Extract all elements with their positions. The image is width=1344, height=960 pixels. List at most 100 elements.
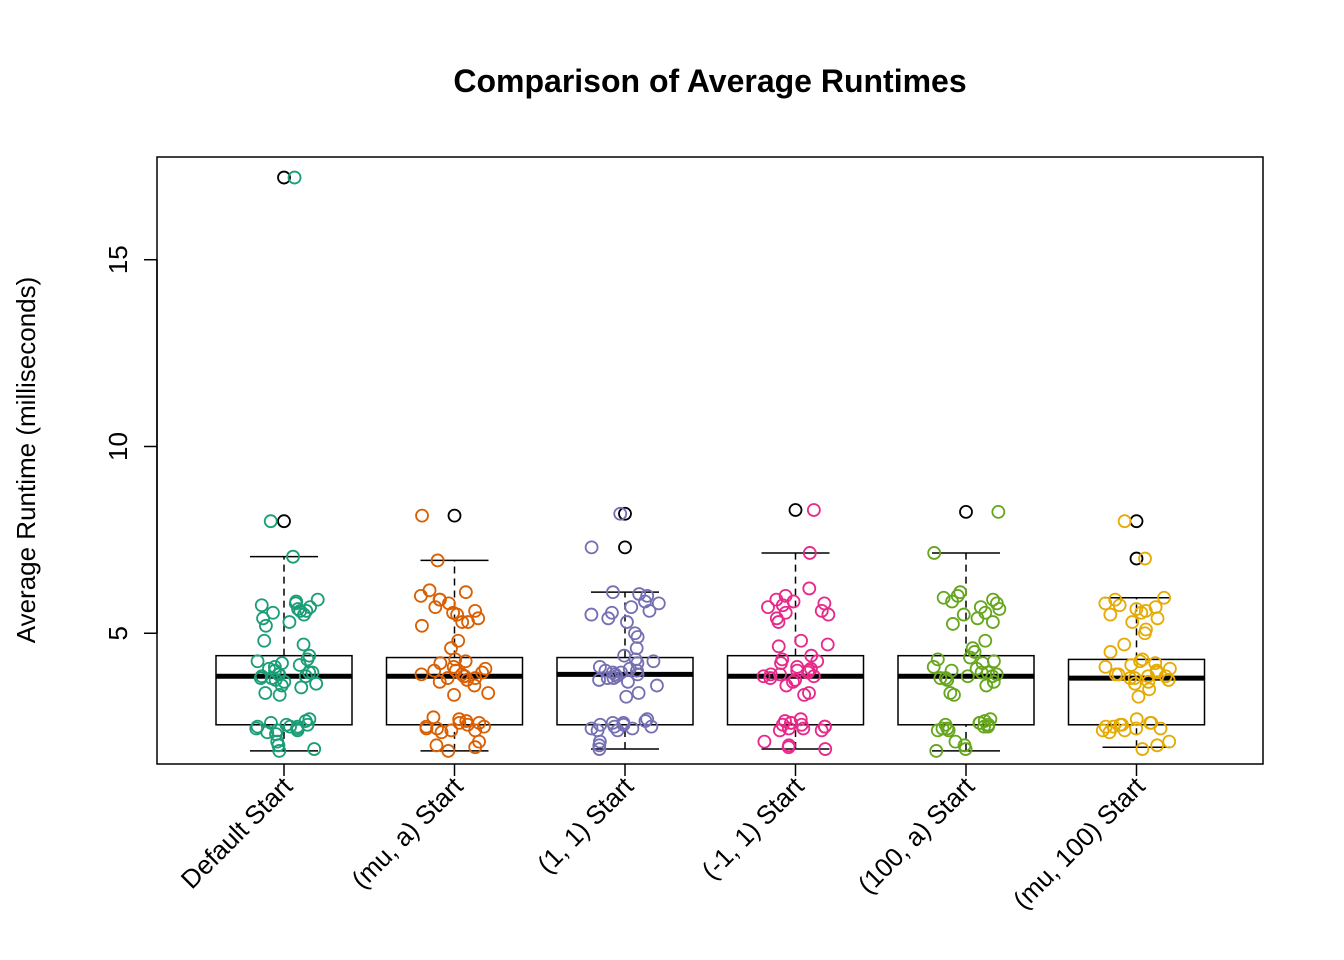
data-point (415, 508, 429, 523)
data-point (650, 678, 664, 693)
data-point (297, 607, 311, 622)
data-point (254, 598, 269, 613)
data-point (1098, 659, 1113, 674)
data-point (592, 673, 606, 687)
data-point (287, 170, 302, 185)
data-point (302, 665, 317, 680)
data-point (938, 671, 953, 685)
data-point (283, 719, 297, 734)
data-point (958, 742, 973, 756)
data-point (481, 686, 496, 700)
data-point (263, 514, 278, 529)
data-point (775, 598, 790, 613)
data-point (444, 723, 459, 738)
data-point (960, 669, 975, 684)
data-point (1134, 605, 1149, 620)
data-point (250, 654, 265, 669)
x-axis: Default Start (mu, a) Start (1, 1) Start (-… (175, 764, 1151, 915)
y-axis-label: Average Runtime (milliseconds) (11, 277, 41, 644)
data-point (478, 661, 493, 676)
data-point (432, 592, 447, 607)
data-point (941, 723, 956, 738)
box-group (556, 506, 694, 750)
data-point (430, 721, 444, 736)
data-point (956, 607, 971, 622)
outlier-point (447, 508, 462, 523)
data-point (1124, 658, 1139, 672)
data-point (272, 744, 287, 758)
x-tick-label: (1, 1) Start (531, 770, 640, 879)
data-point (271, 738, 286, 753)
data-point (986, 674, 1001, 689)
data-point (584, 721, 599, 736)
data-point (978, 633, 993, 648)
data-point (1161, 673, 1176, 687)
boxes-layer (215, 170, 1206, 752)
data-point (625, 721, 640, 736)
data-point (584, 540, 599, 555)
data-point (584, 607, 599, 622)
data-point (296, 637, 311, 652)
data-point (477, 719, 491, 734)
data-point (286, 549, 300, 564)
data-point (953, 585, 968, 600)
outlier-point (1129, 551, 1144, 566)
data-point (1150, 738, 1165, 753)
outlier-point (1129, 514, 1144, 529)
data-point (985, 615, 1000, 629)
data-point (806, 503, 821, 517)
data-point (617, 648, 632, 663)
data-point (771, 615, 786, 629)
data-point (415, 618, 429, 633)
data-point (630, 667, 645, 682)
data-point (802, 546, 817, 560)
data-point (468, 603, 483, 618)
data-point (458, 654, 473, 669)
data-point (1102, 725, 1117, 740)
data-point (447, 687, 461, 702)
data-point (757, 734, 772, 749)
data-point (310, 592, 325, 607)
data-point (640, 712, 655, 727)
data-point (256, 611, 270, 626)
points-layer (249, 170, 1177, 758)
data-point (927, 546, 942, 560)
x-tick-label: Default Start (175, 770, 299, 894)
data-point (430, 553, 445, 568)
data-point (646, 654, 661, 669)
box-group (215, 170, 353, 752)
data-point (1128, 676, 1142, 691)
data-point (820, 637, 835, 652)
data-point (814, 723, 829, 738)
data-point (945, 594, 959, 609)
data-point (274, 678, 289, 693)
data-point (786, 674, 800, 689)
data-point (458, 585, 473, 600)
box-iqr (556, 656, 694, 726)
data-point (1148, 656, 1163, 671)
data-point (1098, 596, 1113, 611)
data-point (1125, 615, 1140, 629)
data-point (1157, 590, 1171, 605)
data-point (651, 596, 666, 611)
data-point (260, 725, 275, 740)
y-tick-label: 5 (103, 626, 133, 640)
outlier-point (788, 503, 803, 517)
data-point (419, 721, 434, 736)
box-group (726, 503, 865, 750)
data-point (781, 740, 796, 755)
data-point (781, 721, 796, 736)
x-tick-label: (mu, a) Start (345, 770, 469, 894)
data-point (818, 742, 833, 756)
outlier-point (277, 514, 291, 529)
data-point (1117, 723, 1132, 738)
data-point (613, 506, 628, 521)
data-point (981, 719, 995, 734)
data-point (294, 680, 309, 695)
data-point (1133, 654, 1147, 669)
data-point (413, 589, 428, 603)
data-point (991, 504, 1006, 519)
data-point (987, 654, 1001, 669)
data-point (1138, 551, 1152, 566)
data-point (600, 671, 615, 685)
